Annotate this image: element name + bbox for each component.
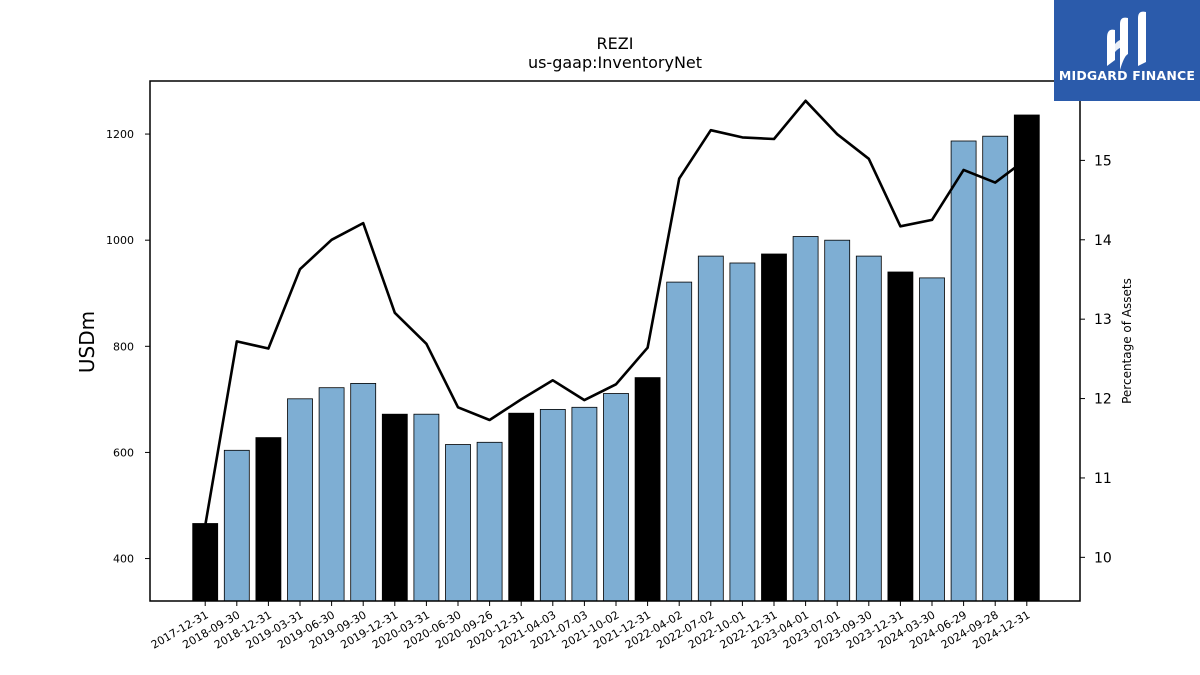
bar-2020-06-30: [445, 444, 471, 602]
brand-logo: MIDGARD FINANCE: [1054, 0, 1200, 101]
y2-tick-label: 11: [1094, 471, 1112, 487]
bar-2022-07-02: [697, 255, 724, 602]
line-layer: [203, 99, 1028, 526]
bar-2021-12-31: [634, 377, 661, 602]
bar-2020-09-26: [476, 441, 503, 602]
y-axis-right: 10 11 12 13 14 15: [1080, 153, 1112, 566]
percentage-line: [203, 99, 1028, 526]
chart-title: REZI: [597, 34, 634, 53]
y-axis-label: USDm: [75, 311, 99, 373]
bar-2020-12-31: [508, 412, 535, 602]
y2-tick-label: 10: [1094, 550, 1112, 566]
bar-2018-09-30: [223, 449, 250, 602]
bar-2020-03-31: [413, 413, 440, 602]
bar-2023-07-01: [824, 239, 851, 602]
y2-tick-label: 15: [1094, 153, 1112, 169]
y-tick-label: 600: [113, 446, 134, 459]
y-tick-label: 1000: [106, 234, 134, 247]
bar-2024-09-28: [982, 135, 1009, 602]
y2-axis-label: Percentage of Assets: [1120, 278, 1134, 404]
y-tick-label: 800: [113, 340, 134, 353]
bar-2022-10-01: [729, 262, 756, 602]
bar-2024-06-29: [950, 140, 977, 602]
bar-2023-09-30: [855, 255, 882, 602]
plot-frame: [149, 80, 1081, 602]
brand-name: MIDGARD FINANCE: [1058, 68, 1196, 83]
bar-2023-04-01: [792, 236, 819, 602]
midgard-logo-icon: [1107, 11, 1146, 71]
y-tick-label: 1200: [106, 128, 134, 141]
bar-2023-12-31: [887, 271, 914, 602]
y2-tick-label: 13: [1094, 312, 1112, 328]
bar-2021-10-02: [603, 393, 629, 602]
bar-2024-12-31: [1013, 114, 1040, 602]
bar-2021-04-03: [539, 408, 566, 602]
bar-2019-09-30: [350, 382, 377, 602]
chart-subtitle: us-gaap:InventoryNet: [528, 53, 702, 72]
bar-2019-12-31: [381, 413, 408, 602]
bar-2022-04-02: [666, 281, 693, 602]
bar-2024-03-30: [919, 277, 945, 602]
bar-2021-07-03: [571, 406, 598, 602]
y2-tick-label: 12: [1094, 392, 1112, 408]
y-axis-left: 400 600 800 1000 1200: [106, 128, 150, 566]
bar-2017-12-31: [192, 523, 219, 602]
bar-2022-12-31: [761, 253, 787, 602]
bar-2019-06-30: [318, 387, 345, 602]
y2-tick-label: 14: [1094, 233, 1112, 249]
bar-2019-03-31: [287, 398, 313, 602]
y-tick-label: 400: [113, 553, 134, 566]
bars: [192, 114, 1040, 602]
bar-2018-12-31: [255, 437, 282, 602]
x-axis: 2017-12-312018-09-302018-12-312019-03-31…: [149, 601, 1032, 652]
